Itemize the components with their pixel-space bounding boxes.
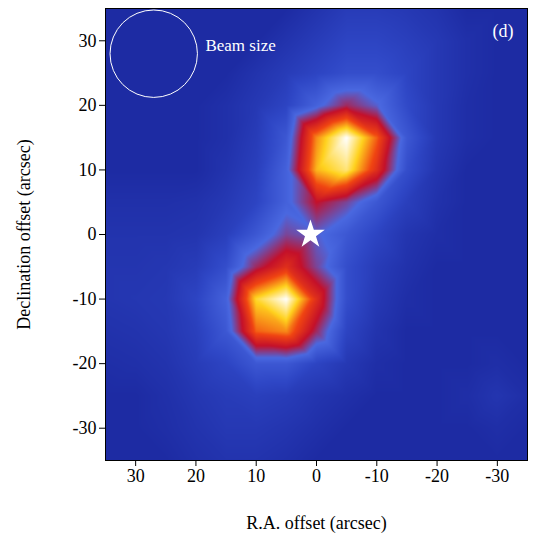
svg-text:30: 30 xyxy=(79,31,97,51)
svg-text:Beam size: Beam size xyxy=(205,36,275,55)
svg-text:10: 10 xyxy=(79,160,97,180)
svg-text:-10: -10 xyxy=(73,289,97,309)
svg-text:-20: -20 xyxy=(425,466,449,486)
svg-text:-20: -20 xyxy=(73,353,97,373)
svg-text:20: 20 xyxy=(187,466,205,486)
svg-text:30: 30 xyxy=(127,466,145,486)
svg-text:-30: -30 xyxy=(73,418,97,438)
svg-text:R.A. offset (arcsec): R.A. offset (arcsec) xyxy=(246,513,387,534)
svg-text:0: 0 xyxy=(312,466,321,486)
svg-text:(d): (d) xyxy=(493,21,514,42)
svg-text:-30: -30 xyxy=(485,466,509,486)
svg-text:20: 20 xyxy=(79,95,97,115)
svg-text:Declination offset (arcsec): Declination offset (arcsec) xyxy=(14,139,35,330)
svg-text:0: 0 xyxy=(88,224,97,244)
svg-text:10: 10 xyxy=(247,466,265,486)
svg-text:-10: -10 xyxy=(365,466,389,486)
